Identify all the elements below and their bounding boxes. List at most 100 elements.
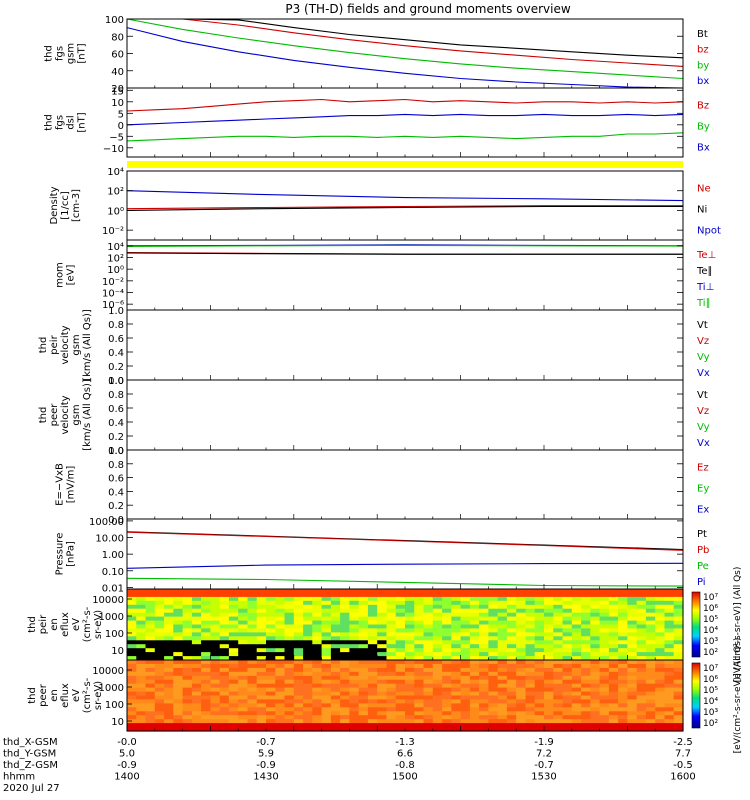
legend-label: Vt [697, 390, 708, 401]
legend-label: by [697, 60, 709, 71]
y-tick-label: 100.00 [89, 517, 124, 528]
panel-frame [126, 309, 684, 381]
y-tick-label: 10000 [92, 595, 124, 606]
y-tick-label: 100 [105, 629, 124, 640]
y-axis-label: thdpeirvelocitygsm[km/s (All Qs)] [38, 309, 93, 381]
y-tick-label: 10000 [92, 666, 124, 677]
series-line-density-0 [126, 190, 684, 202]
y-axis-label: thdpeervelocitygsm[km/s (All Qs)] [38, 379, 93, 451]
panel-efield: 1.0 0.8 0.6 0.4 0.2 0.0 Ez Ey Ex E=−VxB[mV/m] [55, 446, 710, 526]
panel-frame [126, 239, 684, 311]
legend-label: Vy [697, 352, 710, 363]
y-tick-label: 10⁻⁶ [102, 300, 124, 311]
y-tick-label: 10⁻² [102, 226, 124, 237]
x-tick-label: 7.2 [536, 749, 552, 760]
y-tick-label: 0.8 [108, 320, 124, 331]
legend-label: Bz [697, 101, 709, 112]
legend-label: Ti∥ [696, 298, 711, 309]
x-tick-label: -0.7 [534, 760, 554, 771]
y-tick-label: 40 [111, 67, 124, 78]
legend-label: Vx [697, 368, 710, 379]
colorbar-tick-label: 10⁶ [703, 604, 718, 614]
colorbar-tick-label: 10⁷ [703, 593, 718, 603]
series-line-fgs-dsl-2 [126, 132, 684, 142]
spectrogram-peer-eflux [127, 660, 684, 732]
legend-label: Ni [697, 205, 707, 216]
series-line-pressure-3 [126, 577, 684, 587]
panel-frame [126, 379, 684, 451]
colorbar-tick-label: 10⁴ [703, 626, 718, 636]
y-tick-label: 10 [111, 717, 124, 728]
legend-label: Pt [697, 529, 707, 540]
panel-peer-velocity: 1.0 0.8 0.6 0.4 0.2 0.0 Vt Vz Vy Vx thdpeervelocit… [38, 376, 710, 457]
y-tick-label: −5 [109, 132, 124, 143]
x-tick-label: -2.5 [673, 737, 693, 748]
colorbar-tick-label: 10³ [703, 708, 718, 718]
legend-label: Te⊥ [696, 250, 716, 261]
legend-label: Vz [697, 336, 709, 347]
y-tick-label: 1.00 [102, 550, 124, 561]
legend-label: Ex [697, 505, 709, 516]
legend-label: Vy [697, 422, 710, 433]
x-tick-label: 5.0 [119, 749, 135, 760]
y-tick-label: 1.0 [108, 446, 124, 457]
x-tick-label: -0.9 [256, 760, 276, 771]
series-line-fgs-dsl-1 [126, 113, 684, 126]
x-tick-label: -0.5 [673, 760, 693, 771]
series-line-fgs-gsm-0 [127, 18, 684, 59]
y-tick-label: 5 [118, 109, 124, 120]
colorbar-tick-label: 10⁵ [703, 615, 718, 625]
y-tick-label: 60 [111, 50, 124, 61]
y-tick-label: 100 [105, 15, 124, 26]
y-tick-label: 10⁴ [107, 167, 124, 178]
legend-label: Npot [697, 226, 721, 237]
y-tick-label: 0.8 [108, 460, 124, 471]
x-tick-label: 1400 [114, 772, 139, 783]
y-tick-label: 0.10 [102, 567, 124, 578]
y-tick-label: 0.01 [102, 583, 124, 594]
series-line-temperature-1 [126, 244, 684, 247]
panel-pressure: 100.00 10.00 1.00 0.10 0.01 Pt Pb Pe Pi Pressure[… [55, 517, 710, 594]
series-line-temperature-3 [126, 252, 683, 255]
legend-label: Vz [697, 406, 709, 417]
y-tick-label: 1.0 [108, 376, 124, 387]
x-tick-label: -0.0 [117, 737, 137, 748]
y-axis-label: mom[eV] [55, 262, 77, 288]
series-line-fgs-gsm-1 [127, 18, 684, 67]
y-tick-label: 15 [111, 86, 124, 97]
y-tick-label: 1000 [99, 612, 124, 623]
legend-label: Pe [697, 561, 709, 572]
panel-frame [126, 87, 684, 158]
legend-label: bz [697, 45, 709, 56]
legend-label: Bx [697, 143, 710, 154]
plot-title: P3 (TH-D) fields and ground moments over… [285, 2, 570, 16]
legend-label: bx [697, 76, 709, 87]
panel-peir-velocity: 1.0 0.8 0.6 0.4 0.2 0.0 Vt Vz Vy Vx thdpeirvelocit… [38, 306, 710, 387]
colorbar-tick-label: 10² [703, 648, 718, 658]
legend-label: Pi [697, 577, 706, 588]
y-axis-label: thdpeerenefluxeV(cm²-s-sr-eV) [27, 677, 104, 713]
colorbar-title: [eV/(cm²-s-sr-eV)] (All Qs) [733, 567, 743, 683]
y-axis-label: thdpeirenefluxeV(cm²-s-sr-eV) [27, 606, 104, 642]
date-label: 2020 Jul 27 [3, 783, 60, 794]
y-tick-label: 20 [111, 84, 124, 95]
colorbar-tick-label: 10⁴ [703, 697, 718, 707]
colorbar-tick-label: 10² [703, 719, 718, 729]
x-tick-label: 1500 [392, 772, 417, 783]
series-line-pressure-2 [126, 562, 684, 569]
colorbar-tick-label: 10³ [703, 637, 718, 647]
spectrogram-peir-eflux [127, 589, 684, 661]
y-tick-label: 80 [111, 32, 124, 43]
y-axis-label: E=−VxB[mV/m] [55, 463, 77, 506]
y-tick-label: 10² [107, 187, 124, 198]
panel-fgs-gsm: 100 80 60 40 20 Bt bz by bx thdfgsgsm[nT] [44, 15, 710, 95]
series-line-pressure-1 [126, 531, 684, 551]
y-tick-label: 0.4 [108, 418, 124, 429]
series-line-fgs-gsm-3 [126, 27, 684, 89]
y-axis-label: Pressure[nPa] [55, 533, 77, 576]
y-tick-label: 0.4 [108, 487, 124, 498]
x-tick-label: -0.7 [256, 737, 276, 748]
